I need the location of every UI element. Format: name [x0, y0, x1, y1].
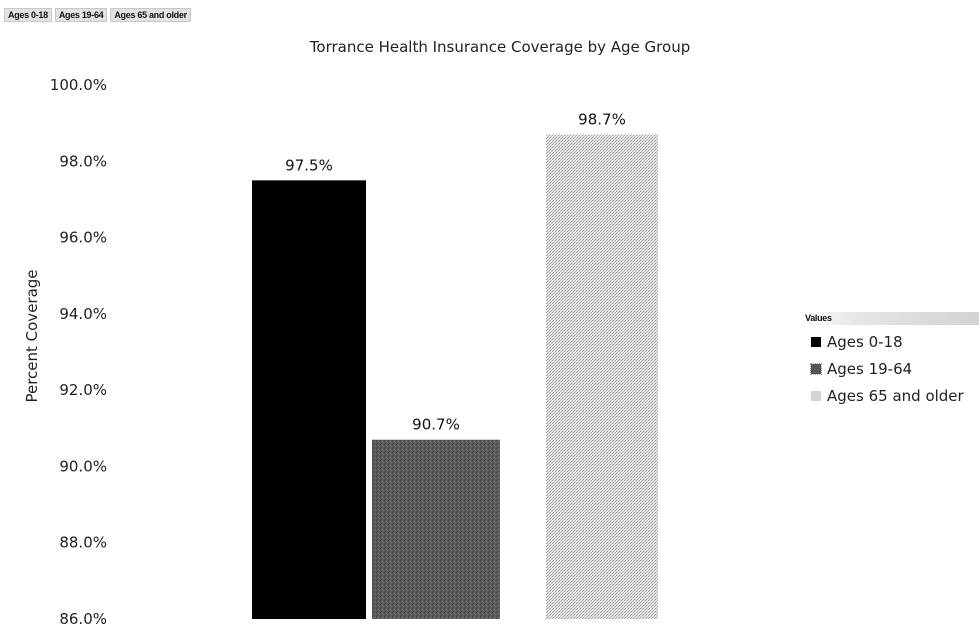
data-label: 98.7%	[578, 111, 626, 129]
legend-item-ages-65-and-older[interactable]: Ages 65 and older	[803, 386, 979, 406]
legend-label: Ages 19-64	[827, 360, 913, 378]
y-tick-label: 92.0%	[59, 381, 107, 399]
bar-ages-19-64[interactable]	[372, 439, 500, 619]
filter-chip-ages-19-64[interactable]: Ages 19-64	[54, 8, 108, 22]
y-tick-label: 88.0%	[59, 534, 107, 552]
legend: Values Ages 0-18 Ages 19-64 Ages 65 and …	[803, 312, 979, 406]
legend-header: Values	[803, 312, 979, 325]
filter-chip-ages-0-18[interactable]: Ages 0-18	[4, 8, 52, 22]
legend-label: Ages 65 and older	[827, 387, 964, 405]
y-tick-label: 90.0%	[59, 457, 107, 475]
data-label: 97.5%	[285, 156, 333, 174]
legend-item-ages-0-18[interactable]: Ages 0-18	[803, 332, 979, 352]
legend-item-ages-19-64[interactable]: Ages 19-64	[803, 359, 979, 379]
y-tick-label: 96.0%	[59, 229, 107, 247]
legend-label: Ages 0-18	[827, 333, 903, 351]
chart-title: Torrance Health Insurance Coverage by Ag…	[309, 38, 691, 56]
y-tick-label: 100.0%	[50, 76, 107, 94]
filter-bar: Ages 0-18 Ages 19-64 Ages 65 and older	[4, 8, 194, 22]
data-label: 90.7%	[412, 416, 460, 434]
y-tick-label: 98.0%	[59, 152, 107, 170]
legend-swatch-ages-65-and-older	[811, 391, 821, 401]
bar-ages-0-18[interactable]	[252, 180, 366, 619]
y-tick-label: 94.0%	[59, 305, 107, 323]
legend-swatch-ages-19-64	[810, 363, 822, 375]
filter-chip-ages-65-and-older[interactable]: Ages 65 and older	[110, 8, 191, 22]
legend-swatch-ages-0-18	[811, 337, 821, 347]
bar-ages-65-and-older[interactable]	[546, 134, 658, 620]
y-tick-label: 86.0%	[59, 610, 107, 628]
